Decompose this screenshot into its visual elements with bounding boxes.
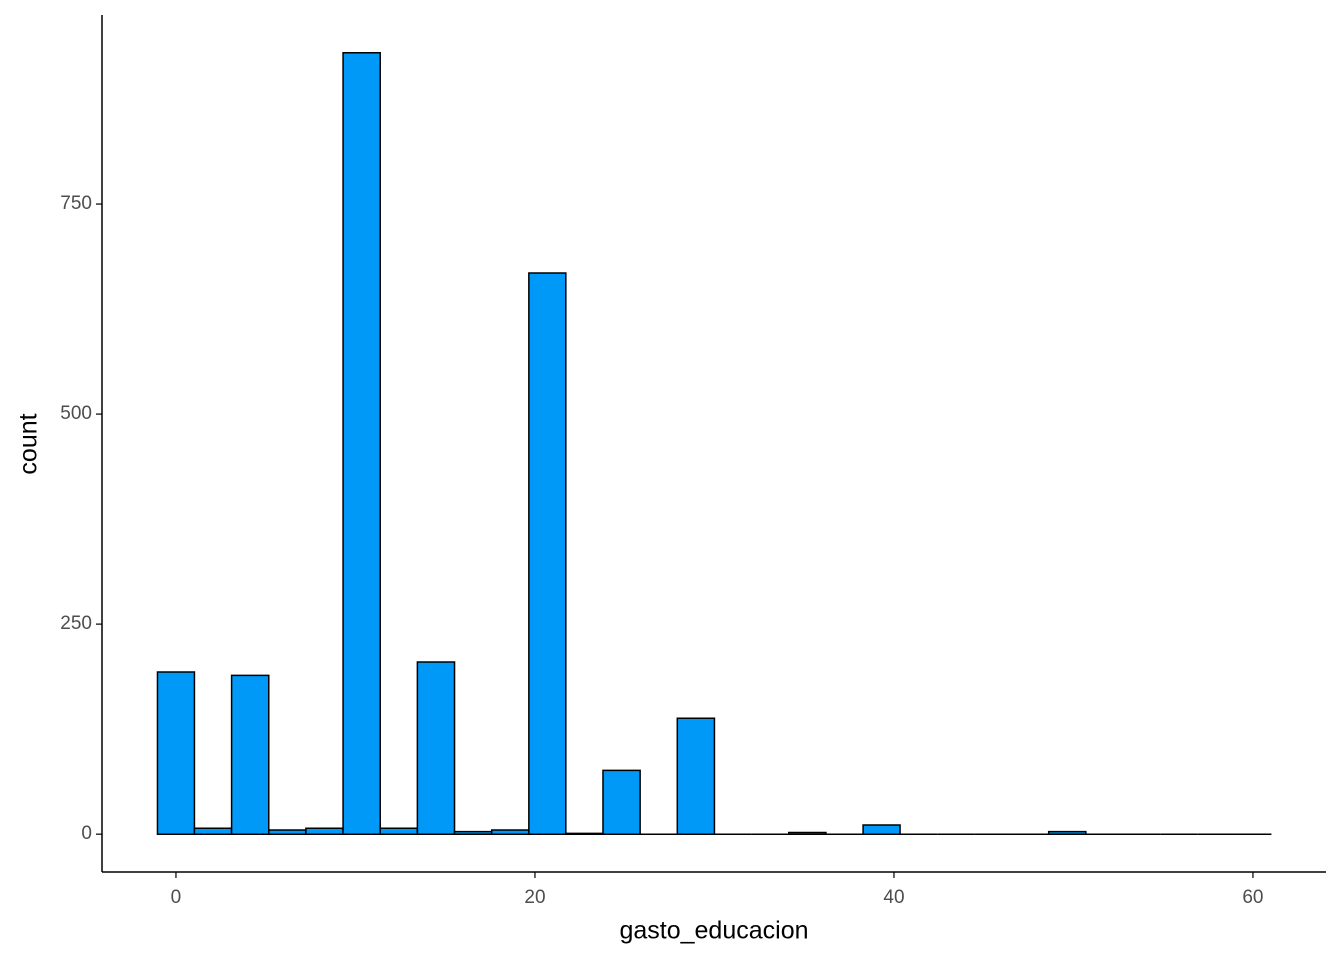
- bar: [230, 674, 270, 835]
- y-tick-label: 250: [60, 613, 92, 634]
- bar: [1047, 830, 1087, 835]
- bar: [528, 272, 567, 835]
- bar: [788, 831, 827, 835]
- y-tick-label: 0: [81, 823, 92, 844]
- bar: [862, 824, 901, 835]
- bar: [379, 827, 419, 835]
- x-tick-label: 0: [171, 887, 182, 908]
- x-tick-label: 40: [883, 887, 904, 908]
- bar: [565, 832, 604, 835]
- bar: [156, 671, 196, 835]
- bar: [602, 769, 641, 835]
- bar: [305, 827, 344, 835]
- bar: [453, 830, 493, 835]
- bar: [676, 717, 716, 835]
- x-axis-title: gasto_educacion: [619, 917, 808, 945]
- bar: [342, 52, 381, 835]
- y-tick-label: 750: [60, 193, 92, 214]
- bar: [193, 827, 233, 835]
- y-axis-title: count: [15, 413, 43, 474]
- bar: [268, 829, 307, 835]
- y-tick-label: 500: [60, 403, 92, 424]
- bar: [490, 829, 530, 835]
- x-tick-label: 20: [524, 887, 545, 908]
- x-tick-label: 60: [1242, 887, 1263, 908]
- bar: [416, 661, 456, 835]
